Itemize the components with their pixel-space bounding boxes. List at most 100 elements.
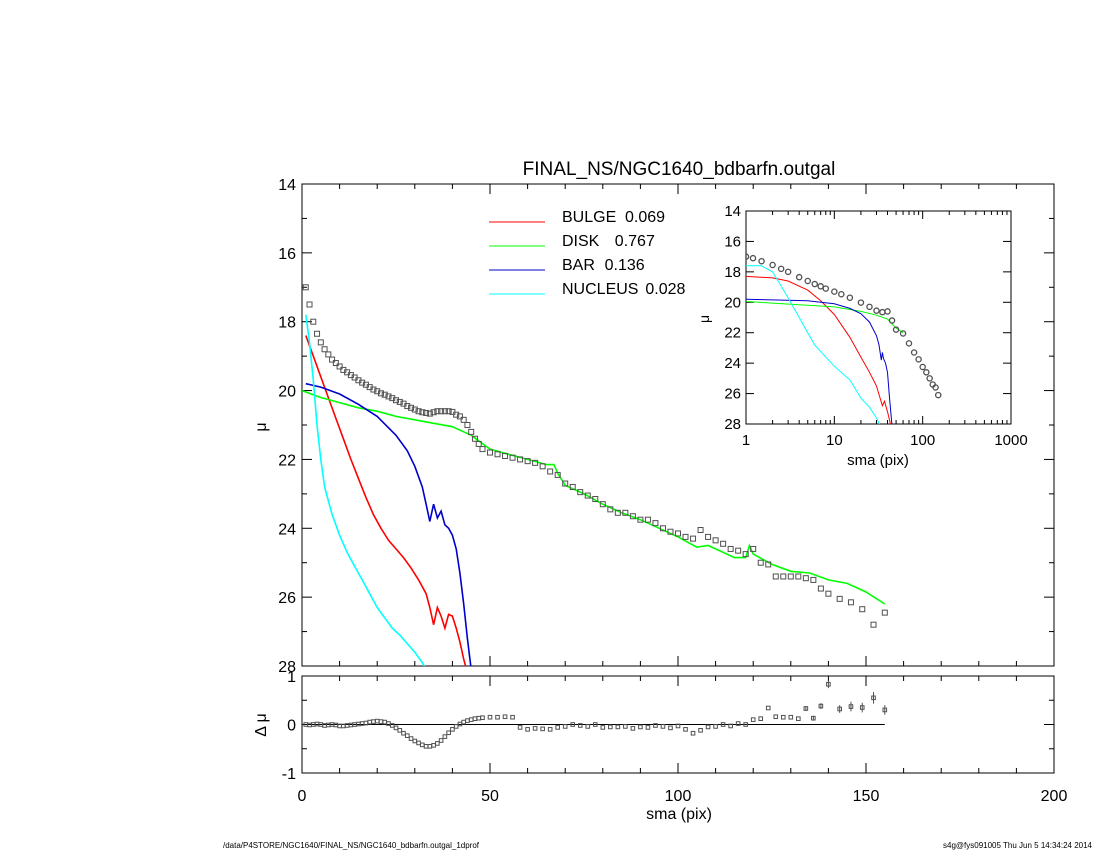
data-point [765,561,772,568]
residual-point [468,717,474,722]
residual-point [683,727,688,732]
legend-label-nucleus: NUCLEUS [562,281,638,298]
data-point [336,363,343,370]
legend-value-nucleus: 0.028 [645,281,685,298]
inset-data-point [822,285,830,292]
footer-path: /data/P4STORE/NGC1640/FINAL_NS/NGC1640_b… [223,841,479,850]
x-axis-label: sma (pix) [646,806,712,823]
x-tick-label: 50 [481,788,499,805]
residual-point [431,743,436,748]
data-point [302,284,309,291]
chart-title: FINAL_NS/NGC1640_bdbarfn.outgal [523,159,836,180]
data-point [727,545,734,552]
inset-y-tick-label: 28 [724,416,741,433]
residual-point [382,719,388,725]
x-tick-label: 200 [1041,788,1068,805]
data-point [539,463,546,470]
residual-point [577,723,583,728]
residual-point [705,724,711,730]
residual-point [408,736,414,741]
inset-data-point [804,277,811,285]
data-point [423,409,430,416]
inset-data-points [746,253,942,399]
data-point [468,428,475,435]
residual-point [427,744,433,749]
data-point [644,516,651,523]
inset-x-tick-label: 100 [910,432,935,449]
residual-point [378,719,384,724]
inset-data-point [811,280,818,288]
data-point [742,551,749,558]
inset-x-axis-label: sma (pix) [847,452,909,469]
data-point [667,528,674,535]
data-point [859,606,866,613]
data-point [787,573,794,580]
data-point [607,506,614,513]
residual-point [547,727,553,732]
data-point [430,409,437,416]
data-point [419,409,426,416]
inset-data-point [769,261,776,269]
legend-label-bar: BAR [562,257,595,274]
x-tick-label: 150 [853,788,880,805]
inset-model-line-bar [746,298,893,424]
inset-data-point [926,375,933,382]
inset-y-tick-label: 26 [724,386,741,403]
data-point [780,573,787,580]
data-point [487,449,493,456]
inset-data-point [905,340,913,347]
residual-point [871,695,876,701]
inset-data-point [884,308,891,315]
residual-y-tick-label: -1 [282,766,296,783]
residual-point [453,724,459,729]
data-point [569,483,576,490]
residual-point [423,744,429,749]
data-point [599,501,606,508]
residual-point [773,714,779,720]
residual-point [859,705,865,710]
data-point [385,393,392,400]
inset-background [746,211,1011,424]
residual-point [660,724,666,729]
inset-data-point [784,268,792,276]
residual-point [461,719,466,725]
residual-point [502,714,508,720]
main-y-tick-label: 14 [278,177,296,194]
footer-timestamp: s4g@fys091005 Thu Jun 5 14:34:24 2014 [943,841,1092,850]
data-point [329,356,336,363]
data-point [750,545,757,552]
data-point [772,573,779,580]
data-point [509,454,516,461]
inset-data-point [838,290,845,298]
residual-point [446,730,451,736]
residual-point [630,726,636,731]
residual-point [371,719,376,724]
inset-y-tick-label: 14 [724,203,741,220]
inset-data-point [846,294,854,301]
data-point [810,576,817,583]
residual-point [668,725,673,731]
data-point [370,386,377,393]
inset-model-line-bulge [746,275,891,424]
residual-point [698,728,703,733]
residual-point [404,733,410,738]
main-y-tick-label: 24 [278,521,296,538]
inset-data-point [857,299,865,306]
legend-label-bulge: BULGE [562,209,616,226]
inset-data-point [795,273,803,281]
residual-point [713,724,718,729]
data-point [637,516,644,523]
residual-point [420,742,425,748]
residual-point [517,725,523,730]
residual-point [540,726,545,732]
inset-data-point [777,265,785,273]
residual-point [389,723,395,728]
residual-point [476,715,482,721]
data-point [396,398,403,405]
data-point [317,339,324,346]
inset-x-tick-label: 1 [742,432,750,449]
inset-data-point [831,288,838,295]
residual-point [758,716,764,721]
inset-y-tick-label: 20 [724,294,741,311]
